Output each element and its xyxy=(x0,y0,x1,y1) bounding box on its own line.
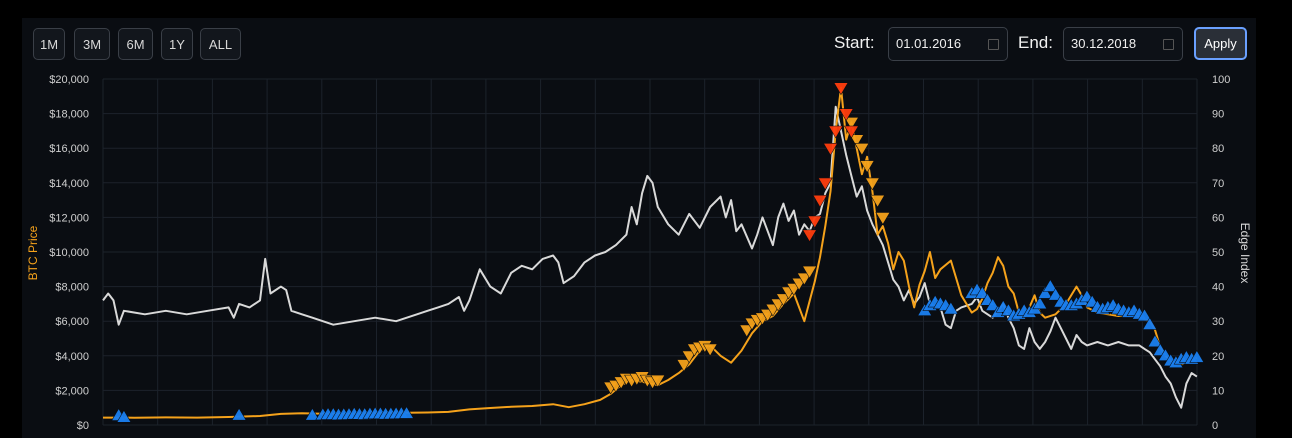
buy-signal-marker xyxy=(399,405,415,419)
sell-signal-marker xyxy=(676,359,692,373)
edge-index-tick-label: 40 xyxy=(1212,282,1224,294)
apply-button[interactable]: Apply xyxy=(1194,27,1247,60)
edge-index-tick-label: 70 xyxy=(1212,178,1224,190)
strong-sell-signal-marker xyxy=(833,82,849,96)
edge-index-tick-label: 60 xyxy=(1212,212,1224,224)
sell-signal-marker xyxy=(650,374,666,388)
toolbar: 1M 3M 6M 1Y ALL Start: 01.01.2016 End: 3… xyxy=(22,18,1256,70)
sell-signal-marker xyxy=(843,117,859,130)
edge-index-tick-label: 20 xyxy=(1212,351,1224,363)
sell-signal-marker xyxy=(859,160,875,174)
range-1m-button[interactable]: 1M xyxy=(33,28,65,60)
end-label: End: xyxy=(1018,33,1053,52)
edge-index-tick-label: 10 xyxy=(1212,385,1224,397)
edge-index-axis: 0 10 20 30 40 50 60 70 80 90 100 xyxy=(1212,74,1230,432)
range-3m-button[interactable]: 3M xyxy=(74,28,110,60)
strong-sell-signal-marker xyxy=(802,229,818,243)
edge-index-axis-title: Edge Index xyxy=(1238,223,1252,284)
strong-sell-signal-marker xyxy=(828,125,844,139)
sell-signal-marker xyxy=(875,212,891,225)
sell-signal-marker xyxy=(849,134,865,148)
strong-sell-signal-marker xyxy=(838,108,854,122)
sell-signal-marker xyxy=(739,324,755,338)
price-tick-label: $20,000 xyxy=(49,74,89,86)
calendar-icon[interactable] xyxy=(988,39,999,50)
price-tick-label: $2,000 xyxy=(55,385,89,397)
price-tick-label: $8,000 xyxy=(55,282,89,294)
buy-signal-marker xyxy=(1142,317,1158,330)
chart-panel: 1M 3M 6M 1Y ALL Start: 01.01.2016 End: 3… xyxy=(22,18,1256,438)
price-tick-label: $12,000 xyxy=(49,212,89,224)
sell-signal-marker xyxy=(702,343,718,357)
sell-signal-marker xyxy=(864,177,880,191)
buy-signal-marker xyxy=(1147,334,1163,348)
price-tick-label: $14,000 xyxy=(49,178,89,190)
sell-signal-marker xyxy=(854,143,870,156)
price-tick-label: $10,000 xyxy=(49,247,89,259)
edge-index-line xyxy=(102,105,1198,409)
buy-signal-marker xyxy=(1037,285,1053,299)
buy-signal-marker xyxy=(985,298,1001,311)
edge-index-tick-label: 100 xyxy=(1212,74,1230,86)
start-label: Start: xyxy=(834,33,875,52)
start-date-input[interactable]: 01.01.2016 xyxy=(888,27,1008,61)
calendar-icon[interactable] xyxy=(1163,39,1174,50)
price-tick-label: $16,000 xyxy=(49,143,89,155)
edge-index-tick-label: 80 xyxy=(1212,143,1224,155)
strong-sell-signal-marker xyxy=(817,177,833,191)
price-axis-title: BTC Price xyxy=(26,225,40,280)
buy-signal-marker xyxy=(1042,279,1058,292)
sell-signal-marker xyxy=(796,272,812,286)
edge-index-tick-label: 90 xyxy=(1212,109,1224,121)
strong-sell-signal-marker xyxy=(843,125,859,139)
buy-signal-marker xyxy=(116,409,132,423)
price-tick-label: $18,000 xyxy=(49,109,89,121)
buy-signal-marker xyxy=(974,285,990,299)
edge-index-tick-label: 30 xyxy=(1212,316,1224,328)
start-date-value: 01.01.2016 xyxy=(896,36,962,51)
sell-signal-marker xyxy=(870,194,886,208)
buy-signal-marker xyxy=(1189,349,1205,363)
price-tick-label: $4,000 xyxy=(55,351,89,363)
price-axis: $0 $2,000 $4,000 $6,000 $8,000 $10,000 $12,000… xyxy=(49,74,89,432)
buy-signal-marker xyxy=(231,407,247,421)
strong-sell-signal-marker xyxy=(807,215,823,229)
buy-signal-marker xyxy=(1136,308,1153,322)
edge-index-tick-label: 50 xyxy=(1212,247,1224,259)
price-tick-label: $0 xyxy=(77,420,89,432)
sell-signal-marker xyxy=(775,293,791,307)
price-tick-label: $6,000 xyxy=(55,316,89,328)
range-1y-button[interactable]: 1Y xyxy=(161,28,193,60)
strong-sell-signal-marker xyxy=(812,194,828,208)
strong-sell-signal-marker xyxy=(822,143,839,156)
edge-index-tick-label: 0 xyxy=(1212,420,1218,432)
sell-signal-marker xyxy=(681,350,697,364)
range-6m-button[interactable]: 6M xyxy=(118,28,153,60)
end-date-value: 30.12.2018 xyxy=(1071,36,1137,51)
sell-signal-marker xyxy=(802,265,818,279)
buy-signal-marker xyxy=(1048,287,1064,301)
chart-markers xyxy=(111,82,1205,423)
end-date-input[interactable]: 30.12.2018 xyxy=(1063,27,1183,61)
chart-grid xyxy=(102,78,1198,426)
buy-signal-marker xyxy=(304,407,320,421)
buy-signal-marker xyxy=(1032,296,1048,310)
buy-signal-marker xyxy=(943,301,959,315)
range-all-button[interactable]: ALL xyxy=(200,28,241,60)
